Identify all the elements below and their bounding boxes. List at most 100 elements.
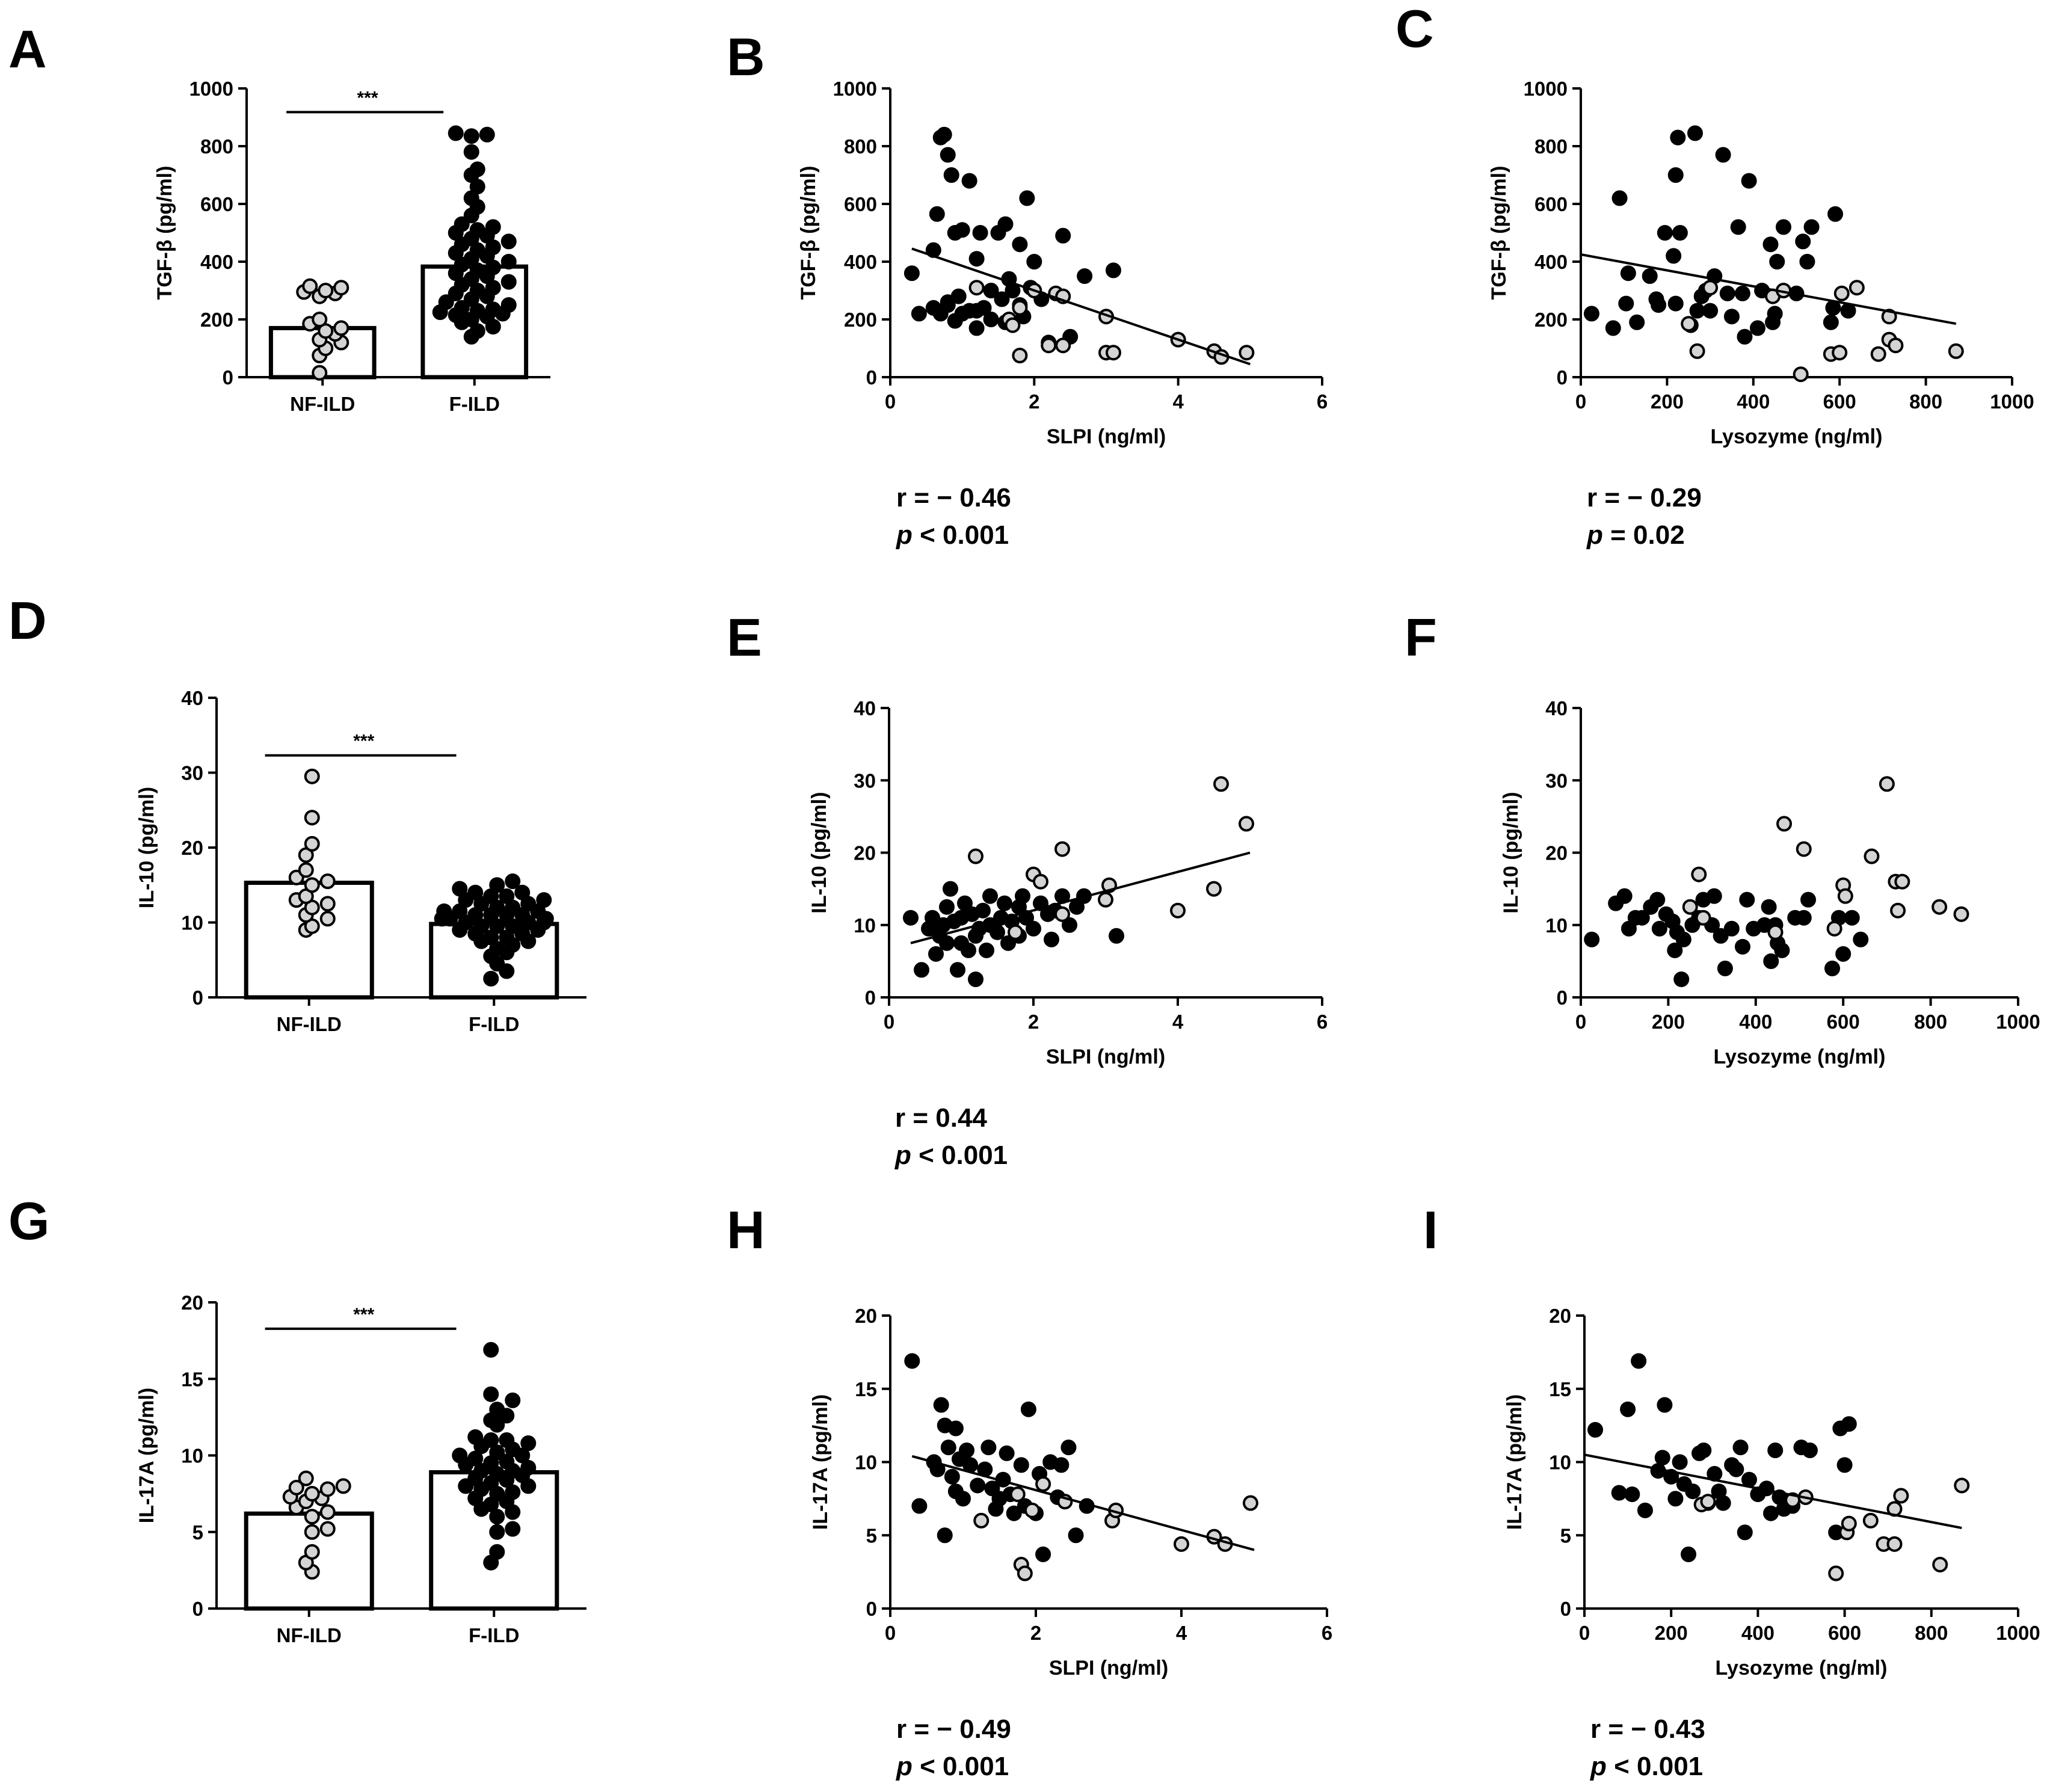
data-point-f-ild [1620,265,1636,282]
y-tick-label: 10 [181,1445,203,1467]
x-tick-label: 4 [1172,390,1184,413]
data-point-nf-ild [1700,1494,1716,1510]
data-point-f-ild [1616,888,1633,904]
data-point-f-ild [1618,295,1634,312]
y-tick-label: 5 [866,1524,877,1547]
x-tick-label: 800 [1915,1622,1948,1644]
x-tick-label: 1000 [1996,1011,2040,1033]
x-axis-label: Lysozyme (ng/ml) [1711,425,1883,448]
y-axis-label: IL-10 (pg/ml) [1500,792,1522,913]
data-point-f-ild [1762,236,1779,253]
data-point-nf-ild [319,1521,336,1537]
data-point-nf-ild [319,1481,336,1497]
data-point-f-ild [1620,1401,1636,1417]
data-point-nf-ild [335,1478,351,1494]
data-point-f-ild [911,306,927,322]
y-axis-label: IL-17A (pg/ml) [1503,1394,1526,1530]
x-axis-label: SLPI (ng/ml) [1049,1657,1168,1680]
data-point-f-ild [1681,1546,1697,1562]
data-point-f-ild [1000,935,1016,951]
data-point-f-ild [469,222,485,238]
data-point-f-ild [1774,942,1790,958]
x-tick-label: 6 [1317,390,1328,413]
data-point-f-ild [483,1341,499,1358]
data-point-f-ild [454,300,470,316]
data-point-f-ild [937,1527,953,1544]
data-point-f-ild [940,1439,956,1456]
data-point-f-ild [1634,910,1650,926]
data-point-nf-ild [1035,1476,1051,1492]
data-point-f-ild [452,881,468,897]
data-point-nf-ild [1954,1477,1970,1494]
data-point-f-ild [994,291,1010,307]
data-point-f-ild [1719,285,1735,301]
data-point-f-ild [1689,303,1705,319]
y-tick-label: 10 [855,1452,877,1474]
data-point-f-ild [1062,917,1077,933]
data-point-f-ild [1631,1353,1647,1369]
y-tick-label: 0 [1557,987,1568,1009]
data-point-f-ild [448,125,464,141]
data-point-f-ild [1055,227,1071,244]
correlation-p: p < 0.001 [896,520,1009,550]
panel-letter-h: H [727,1200,765,1260]
data-point-nf-ild [1213,776,1229,792]
data-point-f-ild [939,899,955,915]
data-point-f-ild [1723,920,1740,937]
data-point-nf-ild [1776,816,1793,832]
data-point-f-ild [944,1468,960,1485]
data-point-f-ild [467,1429,484,1445]
x-tick-label: 400 [1737,390,1770,413]
y-tick-label: 400 [844,251,877,273]
data-point-f-ild [1800,891,1817,908]
data-point-nf-ild [304,810,320,826]
data-point-nf-ild [1206,881,1222,897]
data-point-f-ild [463,128,479,144]
data-point-nf-ild [319,911,336,927]
y-tick-label: 20 [1549,1305,1571,1327]
data-point-f-ild [950,962,965,978]
data-point-nf-ild [1767,924,1784,940]
significance-label: *** [353,731,374,751]
y-tick-label: 10 [1545,914,1568,937]
data-point-nf-ild [312,312,328,327]
panel-b-scatter-plot: 0 200 400 600 800 1000 TGF-β (pg/ml) 0 2 4 6 SLPI (… [797,78,1328,550]
data-point-nf-ild [1024,1502,1040,1518]
data-point-f-ild [1687,125,1704,141]
x-tick-label: 2 [1028,1011,1039,1033]
data-point-f-ild [1019,190,1035,206]
y-tick-label: 30 [854,769,876,792]
data-point-f-ild [483,1386,499,1402]
y-axis-label: IL-17A (pg/ml) [809,1394,832,1530]
y-tick-label: 600 [1534,193,1568,215]
data-point-f-ild [1723,309,1740,325]
data-point-nf-ild [304,877,320,893]
y-tick-label: 10 [854,914,876,937]
data-point-f-ild [954,222,970,238]
data-point-f-ild [1637,1502,1653,1518]
data-point-f-ild [1666,248,1682,264]
correlation-r: r = − 0.49 [896,1714,1011,1744]
data-point-f-ild [943,167,959,183]
data-point-nf-ild [1886,1536,1903,1552]
y-axis-label: TGF-β (pg/ml) [797,166,820,300]
data-point-f-ild [1629,314,1645,330]
data-point-nf-ild [1796,841,1812,857]
data-point-nf-ild [318,283,334,298]
data-point-f-ild [1835,946,1851,962]
data-point-f-ild [950,288,967,304]
y-tick-label: 40 [181,687,203,709]
data-point-f-ild [928,946,944,962]
data-point-nf-ild [1695,910,1711,926]
data-point-f-ild [505,1392,521,1408]
data-point-nf-ild [1864,848,1880,864]
x-tick-label: 1000 [1996,1622,2040,1644]
x-tick-label: 4 [1172,1011,1184,1033]
y-tick-label: 1000 [833,78,877,100]
data-point-f-ild [1035,1546,1051,1562]
data-point-f-ild [1761,899,1777,915]
panel-e-scatter-plot: 0 10 20 30 40 IL-10 (pg/ml) 0 2 4 6 SLPI (ng/ml) r … [808,697,1328,1170]
data-point-f-ild [489,1509,505,1525]
data-point-f-ild [1795,233,1811,250]
p-symbol: p [1586,520,1603,550]
